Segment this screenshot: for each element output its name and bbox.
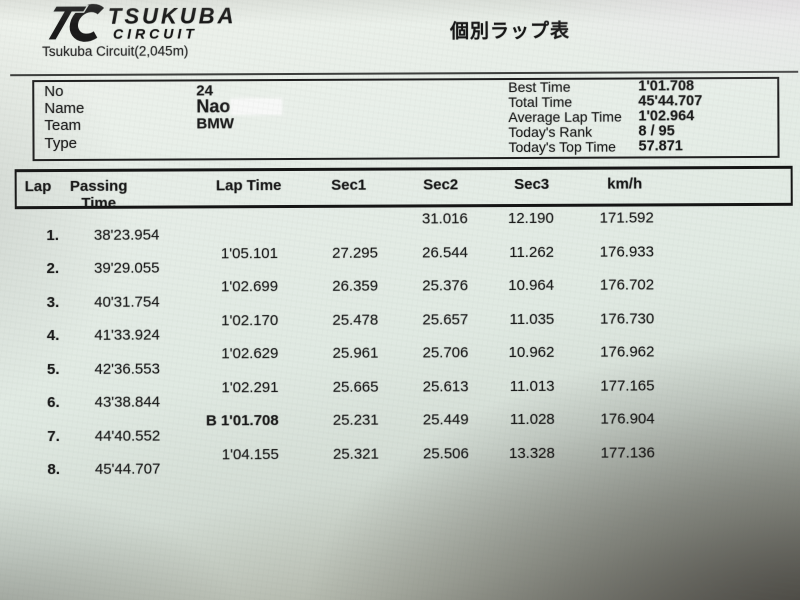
lap-number-cell: 7.	[47, 428, 60, 446]
column-header-sec1: Sec1	[331, 176, 367, 194]
passing-time-cell: 42'36.553	[94, 360, 160, 378]
column-header-passing-time: Passing Time	[69, 177, 128, 212]
name-redaction-box	[231, 99, 282, 115]
passing-time-row: 1. 38'23.954	[1, 224, 800, 244]
lap-number-cell: 1.	[46, 227, 59, 245]
circuit-subtitle: Tsukuba Circuit(2,045m)	[42, 43, 189, 60]
lap-number-cell: 8.	[47, 461, 60, 479]
lap-number-cell: 4.	[46, 327, 60, 345]
info-value-name: Nao	[196, 96, 231, 117]
lap-number-cell: 2.	[46, 260, 60, 278]
passing-time-cell: 39'29.055	[94, 259, 160, 277]
info-label-team: Team	[44, 116, 82, 135]
passing-time-row: 6. 43'38.844	[2, 391, 800, 411]
passing-time-row: 2. 39'29.055	[1, 257, 800, 277]
passing-time-cell: 40'31.754	[94, 293, 160, 311]
info-value-todays-top: 57.871	[638, 138, 683, 155]
passing-time-row: 4. 41'33.924	[1, 324, 800, 344]
info-label-name: Name	[44, 99, 85, 118]
column-header-sec3: Sec3	[514, 175, 550, 194]
column-header-lap: Lap	[24, 178, 52, 196]
info-label-todays-top: Today's Top Time	[508, 138, 617, 156]
column-header-sec2: Sec2	[423, 176, 459, 194]
lap-number-cell: 5.	[46, 361, 60, 379]
column-header-kmh: km/h	[607, 175, 643, 193]
passing-time-cell: 43'38.844	[94, 393, 161, 411]
passing-time-row: 3. 40'31.754	[1, 291, 800, 311]
info-label-type: Type	[44, 134, 78, 153]
passing-time-row: 8. 45'44.707	[2, 458, 800, 478]
info-value-team: BMW	[196, 115, 234, 133]
lap-number-cell: 3.	[46, 294, 60, 312]
tsukuba-circuit-logo-icon	[46, 3, 105, 42]
info-label-no: No	[44, 82, 64, 101]
passing-time-row: 7. 44'40.552	[2, 425, 800, 445]
logo-text-circuit: CIRCUIT	[112, 25, 198, 42]
passing-time-cell: 38'23.954	[93, 226, 160, 244]
passing-time-row: 5. 42'36.553	[1, 358, 800, 378]
lap-number-cell: 6.	[47, 394, 60, 412]
header-divider	[10, 70, 799, 77]
column-header-lap-time: Lap Time	[215, 177, 282, 195]
passing-time-cell: 41'33.924	[94, 326, 160, 344]
page-title: 個別ラップ表	[449, 19, 571, 43]
passing-time-cell: 45'44.707	[94, 460, 161, 478]
passing-time-cell: 44'40.552	[94, 427, 161, 445]
